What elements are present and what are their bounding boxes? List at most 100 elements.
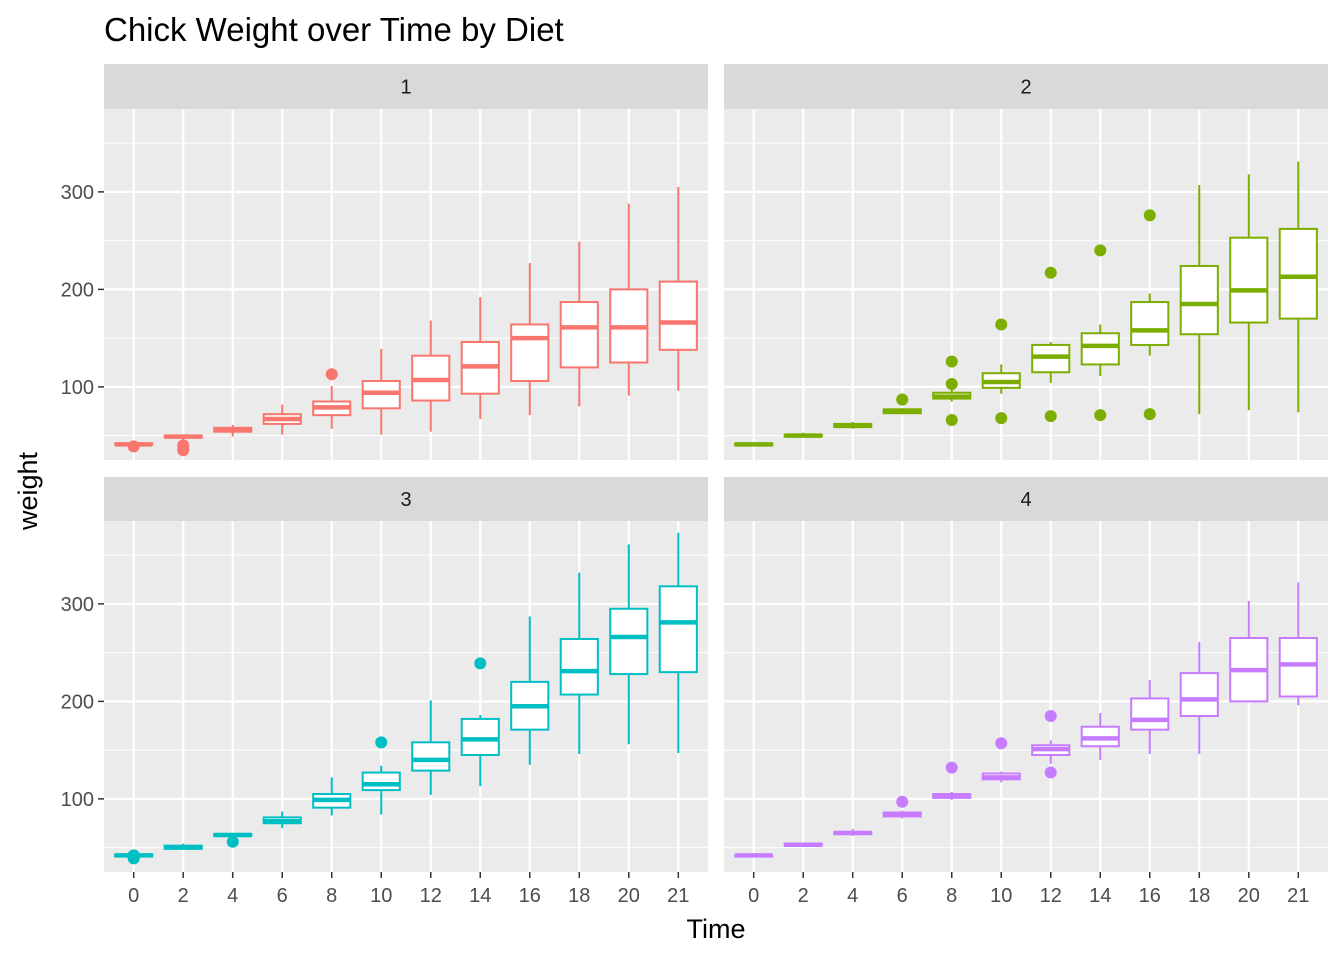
boxplot-16 bbox=[1130, 679, 1170, 755]
box-iqr bbox=[1278, 637, 1318, 698]
x-tick-label: 2 bbox=[798, 885, 809, 907]
outlier-point bbox=[945, 761, 958, 774]
facet-strip-label: 1 bbox=[400, 77, 411, 99]
boxplot-4 bbox=[213, 832, 253, 848]
facet-strip-label: 4 bbox=[1020, 489, 1031, 511]
boxplot-6 bbox=[262, 404, 302, 435]
facet-strip bbox=[104, 64, 708, 109]
x-tick-label: 8 bbox=[326, 885, 337, 907]
outlier-point bbox=[896, 795, 909, 808]
boxplot-0 bbox=[734, 442, 774, 447]
boxplot-14 bbox=[460, 297, 500, 420]
boxplot-16 bbox=[510, 263, 550, 416]
box-iqr bbox=[411, 741, 451, 772]
facet-panel-4: 4 0 2 4 6 8 10 12 14 16 18 20 21 bbox=[724, 477, 1328, 907]
boxplot-4 bbox=[213, 424, 253, 437]
outlier-point bbox=[995, 412, 1008, 425]
panel-background bbox=[104, 521, 708, 872]
outlier-point bbox=[1044, 710, 1057, 722]
boxplot-2 bbox=[163, 434, 203, 457]
outlier-point bbox=[945, 377, 958, 390]
x-tick-label: 2 bbox=[178, 885, 189, 907]
facet-strip-label: 2 bbox=[1020, 77, 1031, 99]
boxplot-2 bbox=[163, 843, 203, 850]
x-tick-label: 0 bbox=[128, 885, 139, 907]
boxplot-2 bbox=[783, 842, 823, 847]
box-iqr bbox=[1278, 227, 1318, 320]
box-iqr bbox=[1130, 697, 1170, 731]
boxplot-20 bbox=[1229, 600, 1269, 703]
outlier-point bbox=[995, 318, 1008, 331]
y-axis-title: weight bbox=[13, 451, 43, 531]
x-tick-label: 0 bbox=[748, 885, 759, 907]
x-tick-label: 10 bbox=[990, 885, 1012, 907]
x-tick-label: 18 bbox=[568, 885, 590, 907]
outlier-point bbox=[127, 440, 140, 453]
panel-background bbox=[104, 109, 708, 460]
x-tick-label: 6 bbox=[897, 885, 908, 907]
box-iqr bbox=[1229, 236, 1269, 324]
outlier-point bbox=[1094, 244, 1107, 257]
boxplot-18 bbox=[1179, 641, 1219, 755]
boxplot-8 bbox=[312, 777, 352, 816]
boxplot-21 bbox=[658, 532, 698, 754]
x-tick-label: 4 bbox=[847, 885, 858, 907]
outlier-point bbox=[1094, 409, 1107, 422]
outlier-point bbox=[375, 736, 388, 749]
boxplot-0 bbox=[114, 849, 154, 865]
x-axis-title: Time bbox=[687, 914, 746, 944]
box-iqr bbox=[658, 585, 698, 674]
facet-strip-label: 3 bbox=[400, 489, 411, 511]
x-tick-label: 21 bbox=[1287, 885, 1309, 907]
box-iqr bbox=[1130, 301, 1170, 346]
boxplot-2 bbox=[783, 432, 823, 438]
outlier-point bbox=[474, 657, 487, 670]
boxplot-12 bbox=[1031, 266, 1071, 423]
boxplot-21 bbox=[1278, 582, 1318, 706]
facet-panel-3: 3 100 200 300 0 2 4 6 8 10 12 14 16 18 20 21 bbox=[61, 477, 708, 907]
panel-background bbox=[724, 521, 1328, 872]
x-tick-label: 14 bbox=[1089, 885, 1111, 907]
boxplot-8 bbox=[932, 355, 972, 427]
boxplot-14 bbox=[1080, 713, 1120, 760]
boxplot-16 bbox=[510, 616, 550, 765]
outlier-point bbox=[1044, 266, 1057, 279]
box-iqr bbox=[1179, 672, 1219, 717]
x-tick-label: 18 bbox=[1188, 885, 1210, 907]
facet-panel-2: 2 bbox=[724, 64, 1328, 460]
boxplot-6 bbox=[262, 811, 302, 829]
boxplot-10 bbox=[361, 348, 401, 435]
boxplot-10 bbox=[981, 737, 1021, 783]
box-iqr bbox=[609, 607, 649, 676]
outlier-point bbox=[945, 414, 958, 427]
box-iqr bbox=[559, 301, 599, 369]
box-iqr bbox=[1080, 332, 1120, 366]
boxplot-18 bbox=[559, 241, 599, 407]
boxplot-12 bbox=[411, 320, 451, 432]
x-tick-label: 21 bbox=[667, 885, 689, 907]
facet-panel-1: 1 100 200 300 bbox=[61, 64, 708, 460]
y-tick-label: 200 bbox=[61, 691, 94, 713]
boxplot-20 bbox=[609, 544, 649, 745]
outlier-point bbox=[325, 368, 338, 381]
boxplot-18 bbox=[1179, 185, 1219, 415]
panel-background bbox=[724, 109, 1328, 460]
box-iqr bbox=[1179, 264, 1219, 336]
outlier-point bbox=[226, 835, 239, 848]
boxplot-4 bbox=[833, 421, 873, 429]
outlier-point bbox=[896, 393, 909, 406]
boxplot-20 bbox=[1229, 174, 1269, 411]
x-tick-label: 10 bbox=[370, 885, 392, 907]
y-tick-label: 100 bbox=[61, 789, 94, 811]
box-iqr bbox=[460, 717, 500, 756]
x-tick-label: 12 bbox=[1040, 885, 1062, 907]
boxplot-20 bbox=[609, 203, 649, 396]
x-tick-label: 12 bbox=[420, 885, 442, 907]
boxplot-6 bbox=[882, 393, 922, 415]
facet-strip bbox=[724, 64, 1328, 109]
x-tick-label: 16 bbox=[519, 885, 541, 907]
x-tick-label: 20 bbox=[1238, 885, 1260, 907]
